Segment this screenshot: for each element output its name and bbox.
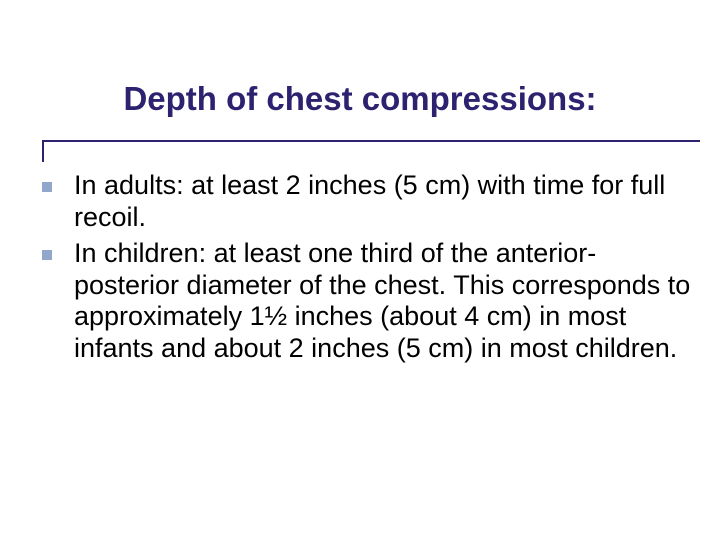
- list-item: In children: at least one third of the a…: [42, 238, 700, 365]
- slide: Depth of chest compressions: In adults: …: [0, 0, 720, 540]
- bullet-square-icon: [42, 182, 52, 192]
- slide-title: Depth of chest compressions:: [123, 80, 596, 118]
- bullet-square-icon: [42, 250, 52, 260]
- title-underline: [42, 140, 700, 142]
- title-region: Depth of chest compressions:: [0, 80, 720, 118]
- list-item: In adults: at least 2 inches (5 cm) with…: [42, 170, 700, 234]
- body-region: In adults: at least 2 inches (5 cm) with…: [42, 170, 700, 369]
- bullet-text: In adults: at least 2 inches (5 cm) with…: [74, 170, 700, 234]
- title-underline-tick: [42, 140, 44, 162]
- bullet-text: In children: at least one third of the a…: [74, 238, 700, 365]
